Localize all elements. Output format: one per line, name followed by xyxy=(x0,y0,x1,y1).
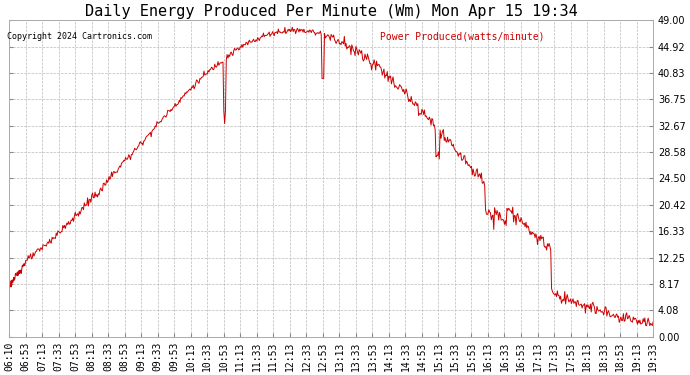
Title: Daily Energy Produced Per Minute (Wm) Mon Apr 15 19:34: Daily Energy Produced Per Minute (Wm) Mo… xyxy=(85,4,578,19)
Text: Power Produced(watts/minute): Power Produced(watts/minute) xyxy=(380,32,544,41)
Text: Copyright 2024 Cartronics.com: Copyright 2024 Cartronics.com xyxy=(7,32,152,41)
